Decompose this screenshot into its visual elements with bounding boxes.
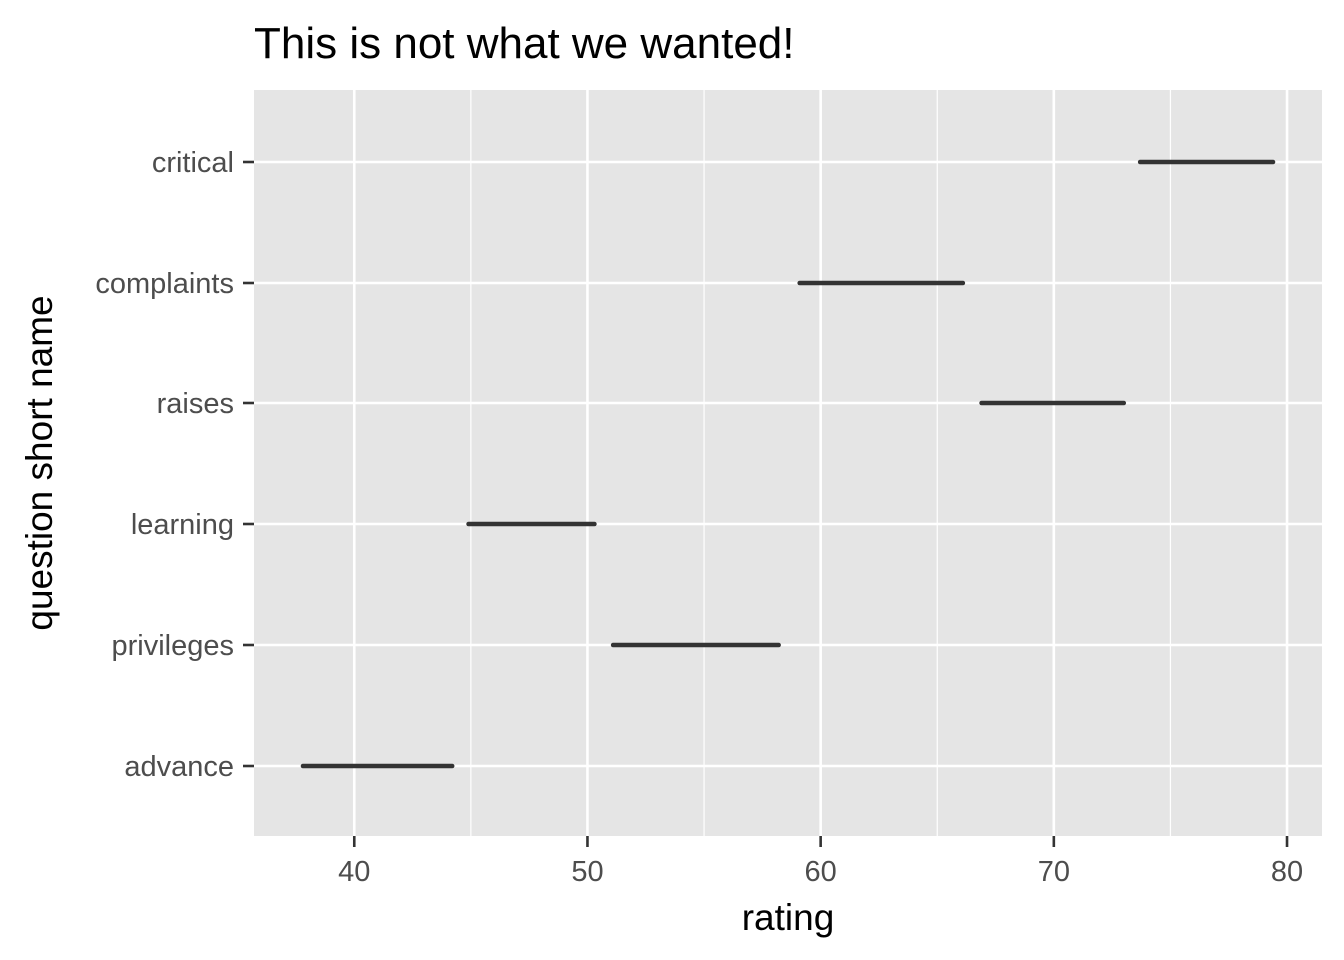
x-tick-label: 70 <box>1038 856 1070 888</box>
x-axis-title: rating <box>742 897 835 938</box>
y-tick-label: advance <box>124 751 234 783</box>
x-tick-label: 80 <box>1271 856 1303 888</box>
y-tick-label: learning <box>131 509 234 541</box>
x-tick-label: 60 <box>805 856 837 888</box>
y-tick-label: privileges <box>112 630 235 662</box>
y-axis-title: question short name <box>19 295 60 630</box>
y-tick-label: critical <box>152 147 234 179</box>
major-gridlines <box>254 90 1322 836</box>
y-tick-label: complaints <box>95 268 234 300</box>
plot-panel <box>254 90 1322 836</box>
x-tick-label: 50 <box>571 856 603 888</box>
x-tick-label: 40 <box>338 856 370 888</box>
minor-gridlines <box>470 90 1172 836</box>
y-axis: critical complaints raises learning privileg… <box>95 147 254 783</box>
range-lines <box>300 159 1276 769</box>
chart-title: This is not what we wanted! <box>254 19 794 68</box>
x-axis: 40 50 60 70 80 <box>338 836 1303 888</box>
y-tick-label: raises <box>157 388 234 420</box>
